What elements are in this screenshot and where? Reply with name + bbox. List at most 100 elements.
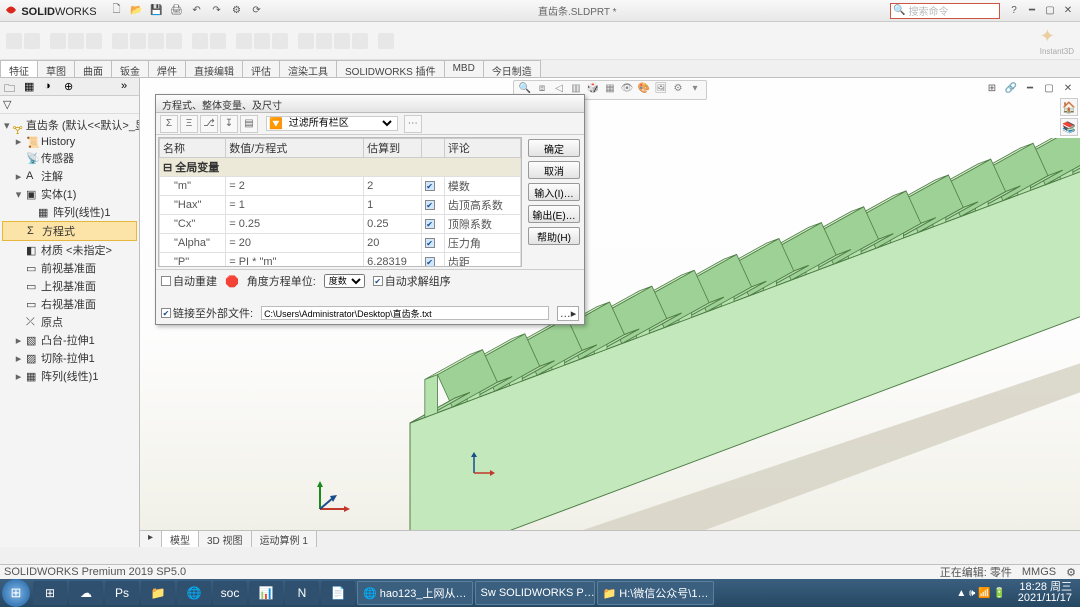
auto-rebuild-checkbox[interactable]: 自动重建 — [161, 273, 217, 289]
taskbar-pinned[interactable]: 🌐 — [177, 581, 211, 605]
taskbar-pinned[interactable]: 📊 — [249, 581, 283, 605]
dialog-button[interactable]: 取消 — [528, 161, 580, 179]
eq-view2-icon[interactable]: Ξ — [180, 115, 198, 133]
options-icon[interactable]: ⚙ — [229, 3, 245, 19]
ribbon-tab[interactable]: 特征 — [0, 60, 38, 77]
link-file-checkbox[interactable]: ✔链接至外部文件: — [161, 305, 253, 321]
tree-item[interactable]: ▸▨切除-拉伸1 — [2, 349, 137, 367]
vp-max-icon[interactable]: ▢ — [1041, 80, 1057, 96]
view-tab[interactable]: 运动算例 1 — [252, 531, 317, 547]
appearance-icon[interactable]: 🎨 — [637, 83, 651, 97]
tree-item[interactable]: ▭前视基准面 — [2, 259, 137, 277]
propertymgr-tab-icon[interactable]: ▦ — [24, 80, 38, 94]
tree-item[interactable]: Σ方程式 — [2, 221, 137, 241]
taskbar-pinned[interactable]: N — [285, 581, 319, 605]
feature-panel-tabs[interactable]: 🗀 ▦ ◑ ⊕ » — [0, 78, 139, 96]
tree-item[interactable]: ▸📜History — [2, 134, 137, 149]
dialog-button[interactable]: 确定 — [528, 139, 580, 157]
eq-view1-icon[interactable]: Σ — [160, 115, 178, 133]
eq-view3-icon[interactable]: ⎇ — [200, 115, 218, 133]
tree-item[interactable]: ▾▣实体(1) — [2, 185, 137, 203]
ribbon-tab[interactable]: SOLIDWORKS 插件 — [336, 60, 445, 77]
chevron-down-icon[interactable]: ▾ — [688, 83, 702, 97]
browse-button[interactable]: …▸ — [557, 306, 579, 321]
vp-link-icon[interactable]: 🔗 — [1003, 80, 1019, 96]
view-tab[interactable]: 3D 视图 — [199, 531, 252, 547]
filter-select[interactable]: 过滤所有栏区 — [285, 117, 395, 130]
dialog-button[interactable]: 输入(I)… — [528, 183, 580, 201]
open-icon[interactable]: 📂 — [129, 3, 145, 19]
undo-icon[interactable]: ↶ — [189, 3, 205, 19]
tree-root[interactable]: ▾🝖直齿条 (默认<<默认>_显示状态 1>) — [2, 116, 137, 134]
dialog-button[interactable]: 帮助(H) — [528, 227, 580, 245]
angle-unit-select[interactable]: 度数 — [324, 274, 365, 288]
vp-min-icon[interactable]: ━ — [1022, 80, 1038, 96]
taskbar-pinned[interactable]: ☁ — [69, 581, 103, 605]
tree-item[interactable]: 📡传感器 — [2, 149, 137, 167]
auto-rebuild-icon[interactable]: 🛑 — [225, 275, 239, 288]
ribbon-tab[interactable]: 曲面 — [74, 60, 112, 77]
tree-item[interactable]: ▦阵列(线性)1 — [2, 203, 137, 221]
auto-solve-checkbox[interactable]: ✔自动求解组序 — [373, 273, 451, 289]
ribbon-tab[interactable]: 钣金 — [111, 60, 149, 77]
link-file-path[interactable] — [261, 306, 549, 320]
view-orient-icon[interactable]: 🎲 — [586, 83, 600, 97]
scene-icon[interactable]: 🖼 — [654, 83, 668, 97]
view-tab[interactable]: 模型 — [162, 531, 199, 547]
ribbon-tab[interactable]: 焊件 — [148, 60, 186, 77]
taskbar-pinned[interactable]: soc — [213, 581, 247, 605]
tree-item[interactable]: ◧材质 <未指定> — [2, 241, 137, 259]
view-settings-icon[interactable]: ⚙ — [671, 83, 685, 97]
status-gear-icon[interactable]: ⚙ — [1066, 566, 1076, 579]
tree-item[interactable]: ▸▦阵列(线性)1 — [2, 367, 137, 385]
command-search[interactable]: 🔍搜索命令 — [890, 3, 1000, 19]
tree-item[interactable]: ▸A注解 — [2, 167, 137, 185]
display-style-icon[interactable]: ▦ — [603, 83, 617, 97]
vp-split-icon[interactable]: ⊞ — [984, 80, 1000, 96]
featuretree-tab-icon[interactable]: 🗀 — [4, 80, 18, 94]
taskbar-pinned[interactable]: 📁 — [141, 581, 175, 605]
taskbar-pinned[interactable]: Ps — [105, 581, 139, 605]
ribbon-tab[interactable]: 今日制造 — [483, 60, 541, 77]
system-tray[interactable]: ▲ 🕪 📶 🔋 — [950, 588, 1011, 599]
filter-field[interactable]: 🔽过滤所有栏区 — [266, 116, 398, 131]
ribbon-tab[interactable]: MBD — [444, 60, 484, 77]
eq-view4-icon[interactable]: ↧ — [220, 115, 238, 133]
ribbon-tab[interactable]: 评估 — [242, 60, 280, 77]
start-button[interactable]: ⊞ — [2, 579, 30, 607]
eq-tool-icon[interactable]: ⋯ — [404, 115, 422, 133]
taskbar-pinned[interactable]: ⊞ — [33, 581, 67, 605]
tree-item[interactable]: ▸▧凸台-拉伸1 — [2, 331, 137, 349]
tree-item[interactable]: ▭右视基准面 — [2, 295, 137, 313]
view-tab-collapse-icon[interactable]: ▸ — [140, 531, 162, 547]
vp-close-icon[interactable]: ✕ — [1060, 80, 1076, 96]
print-icon[interactable]: 🖨 — [169, 3, 185, 19]
configmgr-tab-icon[interactable]: ◑ — [44, 80, 58, 94]
tree-nav-icon[interactable]: ▽ — [3, 98, 11, 111]
taskbar-pinned[interactable]: 📄 — [321, 581, 355, 605]
redo-icon[interactable]: ↷ — [209, 3, 225, 19]
tree-item[interactable]: ▭上视基准面 — [2, 277, 137, 295]
rebuild-icon[interactable]: ⟳ — [249, 3, 265, 19]
hide-show-icon[interactable]: 👁 — [620, 83, 634, 97]
dialog-button[interactable]: 输出(E)… — [528, 205, 580, 223]
ribbon-tab[interactable]: 直接编辑 — [185, 60, 243, 77]
minimize-icon[interactable]: ━ — [1024, 3, 1040, 19]
taskbar-clock[interactable]: 18:28 周三2021/11/17 — [1012, 582, 1078, 604]
unit-status[interactable]: MMGS — [1022, 566, 1056, 578]
taskbar-task[interactable]: 📁H:\微信公众号\1… — [597, 581, 715, 605]
ribbon-tab[interactable]: 草图 — [37, 60, 75, 77]
maximize-icon[interactable]: ▢ — [1042, 3, 1058, 19]
dimxpert-tab-icon[interactable]: ⊕ — [64, 80, 78, 94]
panel-chevron-icon[interactable]: » — [121, 80, 135, 94]
save-icon[interactable]: 💾 — [149, 3, 165, 19]
equations-grid[interactable]: 名称数值/方程式估算到评论⊟ 全局变量"m"= 22✔模数"Hax"= 11✔齿… — [158, 137, 522, 267]
taskbar-task[interactable]: 🌐hao123_上网从… — [357, 581, 473, 605]
tree-item[interactable]: ⤫原点 — [2, 313, 137, 331]
eq-view5-icon[interactable]: ▤ — [240, 115, 258, 133]
taskbar-task[interactable]: SwSOLIDWORKS P… — [475, 581, 595, 605]
close-icon[interactable]: ✕ — [1060, 3, 1076, 19]
new-icon[interactable]: 🗋 — [109, 3, 125, 19]
design-lib-icon[interactable]: 📚 — [1060, 118, 1078, 136]
help-icon[interactable]: ? — [1006, 3, 1022, 19]
